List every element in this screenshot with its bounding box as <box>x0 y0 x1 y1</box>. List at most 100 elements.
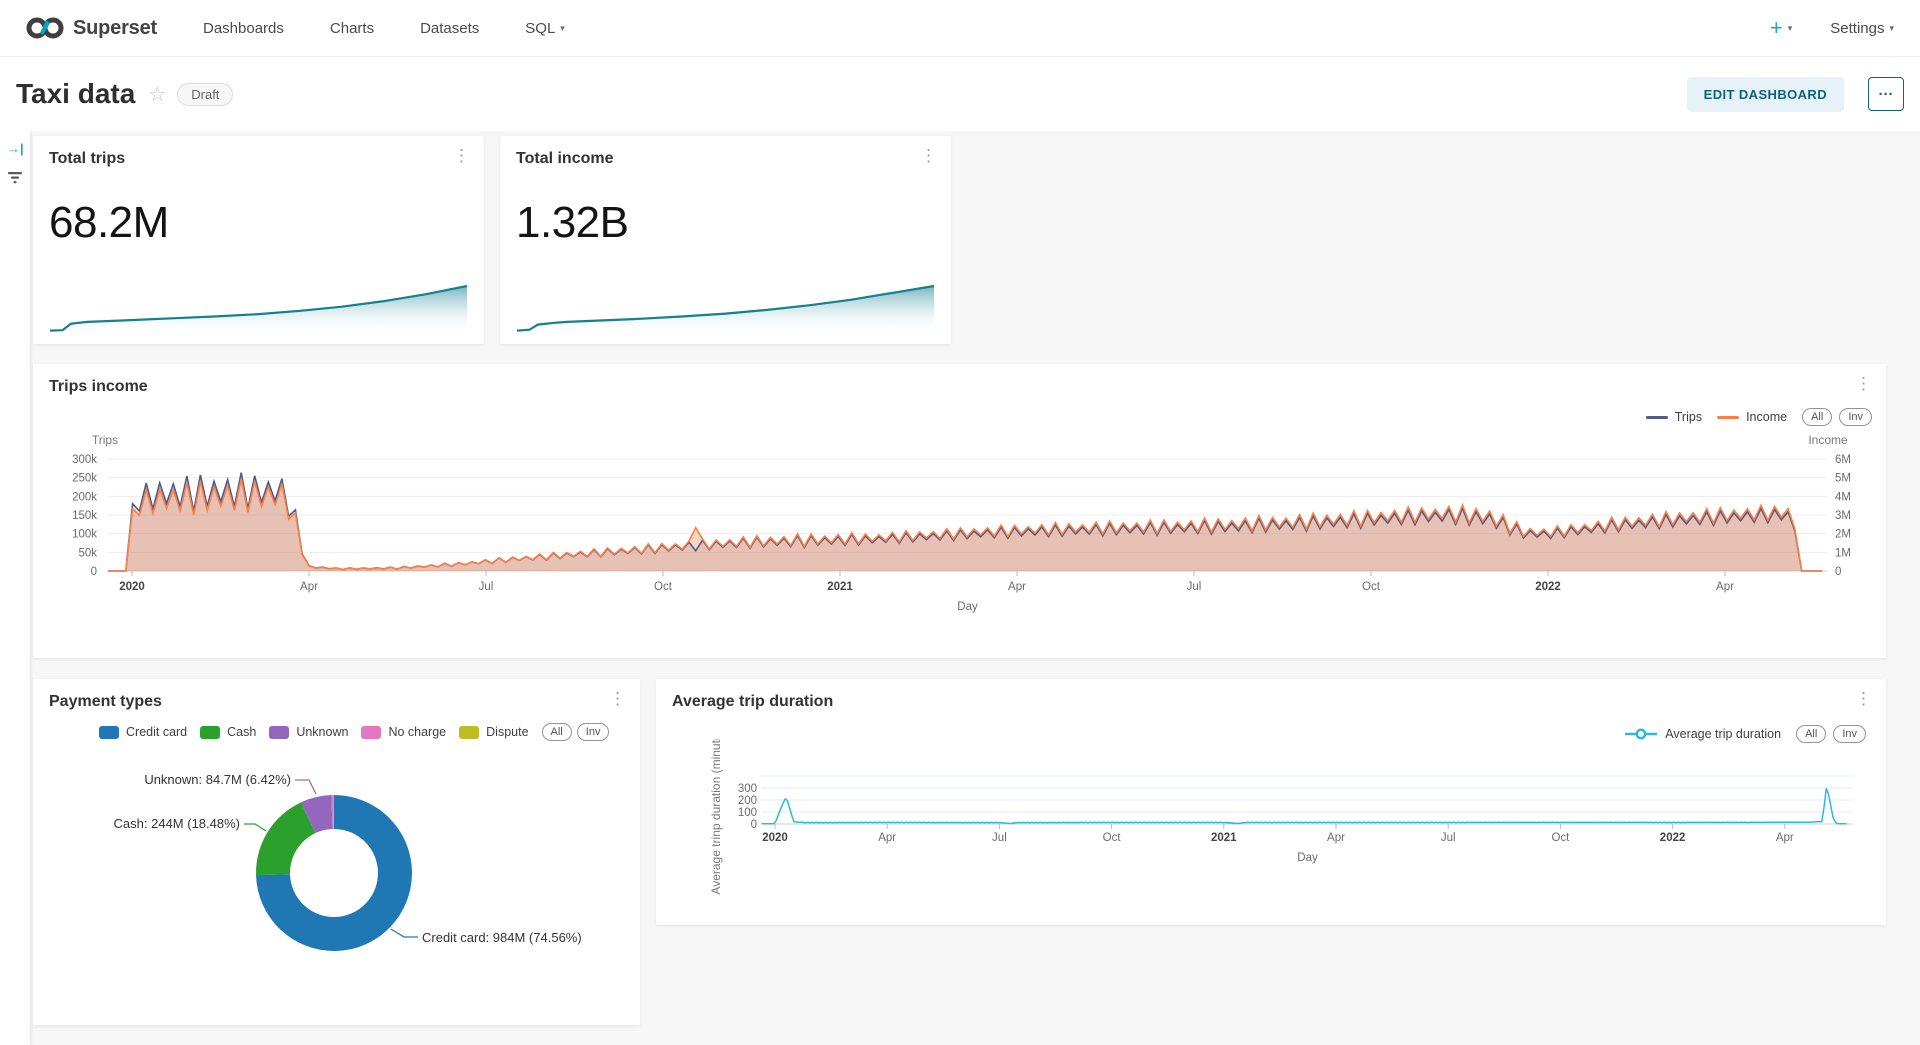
card-avg-trip-duration: Average trip duration ⋮ Average trip dur… <box>656 679 1886 925</box>
total-income-sparkline[interactable] <box>514 280 937 336</box>
legend-item-cash[interactable]: Cash <box>200 725 256 739</box>
payment-types-donut-chart[interactable]: Unknown: 84.7M (6.42%) Cash: 244M (18.48%… <box>33 737 640 1025</box>
total-trips-sparkline[interactable] <box>47 280 470 336</box>
legend-label: No charge <box>388 725 447 739</box>
y-right-tick: 5M <box>1835 473 1851 485</box>
brand-name: Superset <box>73 16 157 39</box>
sparkline <box>516 284 935 332</box>
income-swatch <box>1717 415 1740 419</box>
legend-item-income[interactable]: Income <box>1717 410 1787 424</box>
kebab-menu-icon[interactable]: ⋮ <box>453 146 470 165</box>
trips-income-chart[interactable]: 0 0 50k 1M 100k 2M 150k 3M 200k 4M 250k 5M 300k 6M Tri… <box>33 424 1886 658</box>
y-tick: 100 <box>738 807 757 819</box>
donut-slice-no-charge[interactable] <box>331 795 334 830</box>
kebab-menu-icon[interactable]: ⋮ <box>1855 374 1872 393</box>
legend-inv-button[interactable]: Inv <box>1833 725 1866 743</box>
y-tick: 0 <box>751 819 757 831</box>
legend-label: Income <box>1746 410 1788 424</box>
legend-label: Dispute <box>486 725 529 739</box>
page-title: Taxi data <box>16 78 136 109</box>
avg-duration-line <box>761 788 1847 825</box>
y-left-tick: 50k <box>78 547 97 559</box>
legend-item-credit-card[interactable]: Credit card <box>99 725 187 739</box>
card-trips-income: Trips income ⋮ Trips Income All Inv 0 0 50… <box>33 364 1886 658</box>
legend-all-button[interactable]: All <box>1796 725 1827 743</box>
credit-card-chip <box>99 725 119 739</box>
card-total-income: Total income ⋮ 1.32B <box>500 136 951 344</box>
dashboard-content: →| Total trips ⋮ 68.2M Total income ⋮ 1.… <box>0 131 1920 1045</box>
x-tick: Jul <box>479 581 494 593</box>
x-tick: 2020 <box>762 832 788 844</box>
x-tick: Apr <box>1327 832 1345 844</box>
trips-swatch <box>1645 415 1668 419</box>
donut-slice-unknown[interactable] <box>300 795 333 834</box>
y-left-tick: 0 <box>91 566 97 578</box>
card-payment-types: Payment types ⋮ Credit card Cash Unknown… <box>33 679 640 1025</box>
legend-item-dispute[interactable]: Dispute <box>459 725 529 739</box>
kebab-menu-icon[interactable]: ⋮ <box>1855 689 1872 708</box>
chart-title: Trips income <box>49 378 148 395</box>
y-axis-title: Average trinp duration (minute <box>709 739 723 895</box>
y-right-tick: 4M <box>1835 491 1851 503</box>
legend-label: Unknown <box>296 725 349 739</box>
kebab-menu-icon[interactable]: ⋮ <box>609 689 626 708</box>
x-tick: Jul <box>1441 832 1456 844</box>
x-axis-title: Day <box>1297 852 1318 864</box>
y-right-tick: 3M <box>1835 510 1851 522</box>
legend-label: Average trip duration <box>1665 727 1782 741</box>
x-tick: Oct <box>654 581 673 593</box>
add-new-button[interactable]: + ▾ <box>1770 17 1792 39</box>
legend-item-trips[interactable]: Trips <box>1645 410 1703 424</box>
nav-dashboards[interactable]: Dashboards <box>203 19 284 37</box>
superset-logo[interactable]: Superset <box>26 15 157 41</box>
nav-sql[interactable]: SQL ▾ <box>525 20 565 37</box>
trips-income-legend: Trips Income All Inv <box>1645 408 1872 426</box>
unknown-chip <box>269 725 290 739</box>
donut-callout: Credit card: 984M (74.56%) <box>422 930 582 945</box>
expand-filter-bar-icon[interactable]: →| <box>7 141 24 156</box>
kebab-menu-icon[interactable]: ⋮ <box>920 146 937 165</box>
card-total-trips: Total trips ⋮ 68.2M <box>33 136 484 344</box>
big-number-value: 68.2M <box>49 198 169 247</box>
nav-sql-label: SQL <box>525 19 556 37</box>
filter-icon[interactable] <box>8 171 23 189</box>
sparkline <box>49 284 468 332</box>
edit-dashboard-button[interactable]: EDIT DASHBOARD <box>1686 76 1844 112</box>
legend-item-avg-duration[interactable]: Average trip duration <box>1624 727 1781 741</box>
chart-title: Total trips <box>49 150 126 167</box>
donut-callout: Unknown: 84.7M (6.42%) <box>144 772 291 787</box>
chevron-down-icon: ▾ <box>1787 22 1793 33</box>
settings-menu[interactable]: Settings ▾ <box>1830 20 1894 37</box>
legend-all-button[interactable]: All <box>541 723 572 741</box>
y-right-tick: 2M <box>1835 529 1851 541</box>
no-charge-chip <box>361 725 382 739</box>
legend-inv-button[interactable]: Inv <box>1839 408 1872 426</box>
legend-all-button[interactable]: All <box>1802 408 1833 426</box>
legend-label: Trips <box>1674 410 1703 424</box>
donut-slice-cash[interactable] <box>256 802 316 876</box>
big-number-value: 1.32B <box>516 198 629 247</box>
more-options-button[interactable]: ··· <box>1868 77 1904 111</box>
donut-slice-credit-card[interactable] <box>256 795 412 951</box>
dashboard-header: Taxi data ☆ Draft EDIT DASHBOARD ··· <box>0 57 1920 131</box>
plus-icon: + <box>1769 15 1783 40</box>
x-tick: 2022 <box>1535 581 1561 593</box>
nav-datasets[interactable]: Datasets <box>420 19 480 37</box>
status-badge: Draft <box>177 82 234 106</box>
legend-item-no-charge[interactable]: No charge <box>361 725 446 739</box>
x-tick: Apr <box>300 581 318 593</box>
x-tick: 2021 <box>827 581 853 593</box>
nav-charts[interactable]: Charts <box>329 19 375 37</box>
legend-item-unknown[interactable]: Unknown <box>269 725 348 739</box>
cash-chip <box>200 725 221 739</box>
legend-label: Cash <box>227 725 257 739</box>
chevron-down-icon: ▾ <box>560 23 565 34</box>
chart-title: Total income <box>516 150 614 167</box>
legend-inv-button[interactable]: Inv <box>576 723 610 741</box>
x-tick: 2022 <box>1660 832 1686 844</box>
x-tick: Oct <box>1551 832 1570 844</box>
donut-callout: Cash: 244M (18.48%) <box>114 816 240 831</box>
x-tick: 2021 <box>1211 832 1237 844</box>
favorite-star-icon[interactable]: ☆ <box>148 83 167 106</box>
